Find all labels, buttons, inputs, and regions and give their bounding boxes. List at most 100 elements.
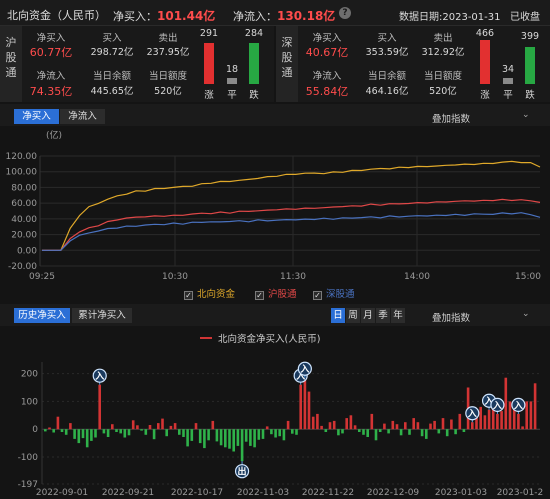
bar xyxy=(90,429,93,441)
sz-balance-value: 464.16亿 xyxy=(365,86,409,97)
y-tick-label: 100 xyxy=(21,397,38,407)
sz-net-buy-label: 净买入 xyxy=(312,33,342,44)
x-tick-label: 11:30 xyxy=(280,272,306,282)
sh-down-bar xyxy=(249,43,259,84)
bar xyxy=(119,429,122,434)
bar xyxy=(441,418,445,430)
legend-northbound[interactable]: ✓ 北向资金 xyxy=(184,289,236,300)
sz-quota-value: 520亿 xyxy=(429,86,457,97)
y-tick-label: 120.00 xyxy=(6,152,38,162)
bar xyxy=(533,383,537,430)
bar xyxy=(77,429,81,444)
bar xyxy=(295,429,298,435)
sh-buy-value: 298.72亿 xyxy=(90,47,134,58)
bar xyxy=(106,429,110,437)
bar xyxy=(487,409,491,430)
sz-flat-count: 34 xyxy=(501,64,515,75)
marker-label: 入 xyxy=(467,409,477,420)
checkbox-icon[interactable]: ✓ xyxy=(313,291,322,300)
chevron-down-icon[interactable]: ⌄ xyxy=(522,110,530,120)
bar xyxy=(471,422,474,430)
x-tick-label: 2022-11-03 xyxy=(237,488,289,498)
tab-net-inflow[interactable]: 净流入 xyxy=(60,109,105,124)
bar xyxy=(500,411,503,430)
sz-connect-panel: 深股通 净买入 40.67亿 买入 353.59亿 卖出 312.92亿 净流入… xyxy=(276,26,550,102)
bar xyxy=(257,429,261,440)
bar xyxy=(374,429,378,441)
legend-sz-connect[interactable]: ✓ 深股通 xyxy=(313,289,355,300)
bar xyxy=(437,429,441,434)
bar xyxy=(111,424,114,430)
bar xyxy=(211,420,215,430)
sz-up-count: 466 xyxy=(475,28,495,39)
sz-sell-label: 卖出 xyxy=(433,33,453,44)
bar xyxy=(190,429,194,441)
unit-label: (亿) xyxy=(46,129,62,141)
bar xyxy=(458,413,462,430)
bar xyxy=(173,423,177,430)
bar xyxy=(529,401,533,430)
checkbox-icon[interactable]: ✓ xyxy=(255,291,264,300)
sh-balance-label: 当日余额 xyxy=(92,71,131,82)
help-icon[interactable]: ? xyxy=(339,7,351,19)
chevron-down-icon[interactable]: ⌄ xyxy=(522,309,530,319)
bar xyxy=(240,429,244,462)
marker-label: 入 xyxy=(484,396,494,407)
tab-history-net-buy[interactable]: 历史净买入 xyxy=(14,308,70,323)
bar xyxy=(140,429,143,431)
bar xyxy=(462,429,466,432)
marker-label: 入 xyxy=(492,400,502,411)
bar xyxy=(136,425,139,430)
bar xyxy=(169,425,173,430)
bar xyxy=(182,429,185,437)
sz-up-label: 涨 xyxy=(480,90,490,101)
period-year[interactable]: 年 xyxy=(391,308,405,323)
bar xyxy=(316,413,319,430)
bar xyxy=(454,429,457,435)
period-quarter[interactable]: 季 xyxy=(376,308,390,323)
y-tick-label: 80.00 xyxy=(11,183,37,193)
y-tick-label: -20.00 xyxy=(8,262,37,272)
bar xyxy=(228,429,231,449)
bar xyxy=(479,406,482,430)
x-tick-label: 2022-09-21 xyxy=(102,488,154,498)
history-overlay-dropdown[interactable]: 叠加指数 xyxy=(432,313,471,324)
bar xyxy=(391,420,395,430)
sh-connect-panel: 沪股通 净买入 60.77亿 买入 298.72亿 卖出 237.95亿 净流入… xyxy=(0,26,274,102)
bar xyxy=(320,425,323,430)
bar xyxy=(378,429,382,432)
intraday-toolbar: 净买入 净流入 叠加指数 ⌄ xyxy=(0,104,550,126)
bar xyxy=(299,384,302,430)
tab-cumulative-net-buy[interactable]: 累计净买入 xyxy=(72,308,132,323)
bar xyxy=(131,420,135,430)
overlay-index-dropdown[interactable]: 叠加指数 xyxy=(432,114,471,125)
tab-net-buy[interactable]: 净买入 xyxy=(14,109,59,124)
bar xyxy=(450,419,453,430)
sh-net-inflow-value: 74.35亿 xyxy=(29,85,73,98)
header-bar: 北向资金（人民币） 净买入：101.44亿 净流入：130.18亿 ? 数据日期… xyxy=(0,0,550,26)
period-day[interactable]: 日 xyxy=(331,308,345,323)
period-week[interactable]: 周 xyxy=(346,308,360,323)
y-tick-label: 40.00 xyxy=(11,215,37,225)
bar xyxy=(265,426,269,430)
period-month[interactable]: 月 xyxy=(361,308,375,323)
sh-net-buy-label: 净买入 xyxy=(36,33,66,44)
legend-swatch xyxy=(200,337,212,339)
bar xyxy=(517,413,520,430)
sh-up-count: 291 xyxy=(199,28,219,39)
marker-label: 入 xyxy=(299,364,309,375)
legend-sh-connect[interactable]: ✓ 沪股通 xyxy=(255,289,297,300)
sh-net-buy-value: 60.77亿 xyxy=(29,46,73,59)
x-tick-label: 09:25 xyxy=(29,272,55,282)
net-buy-label: 净买入： xyxy=(113,10,157,23)
sh-up-bar xyxy=(204,43,214,84)
y-tick-label: -197 xyxy=(18,480,38,490)
bar xyxy=(64,429,68,435)
history-bar-chart: 2001000-100-197入出入入入入入入2022-09-01 2022-09… xyxy=(18,361,543,498)
checkbox-icon[interactable]: ✓ xyxy=(184,291,193,300)
x-tick-label: 14:00 xyxy=(404,272,430,282)
bar xyxy=(253,429,256,448)
marker-label: 入 xyxy=(94,371,104,382)
bar xyxy=(291,429,294,434)
